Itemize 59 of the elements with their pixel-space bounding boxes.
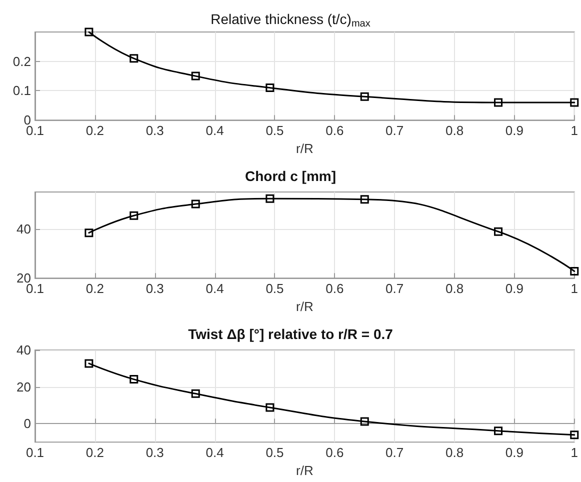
chart-title: Chord c [mm] <box>245 168 336 184</box>
point <box>191 389 200 398</box>
point <box>360 195 369 204</box>
point <box>266 194 274 203</box>
y-tick-label: 40 <box>16 342 31 358</box>
x-tick-label: 0.7 <box>386 445 404 460</box>
y-tick-label: 0.2 <box>12 54 31 69</box>
x-tick-label: 0.7 <box>386 123 404 138</box>
x-tick-label: 1 <box>570 445 578 460</box>
x-tick-label: 0.5 <box>266 445 284 460</box>
point <box>494 426 503 436</box>
x-tick-label: 0.3 <box>146 123 164 138</box>
point <box>130 54 138 63</box>
point <box>130 211 138 220</box>
x-tick-label: 1 <box>570 281 578 296</box>
x-axis-title: r/R <box>296 463 314 478</box>
x-tick-label: 0.5 <box>266 123 284 138</box>
x-tick-label: 0.2 <box>86 281 104 296</box>
point <box>191 72 200 80</box>
x-tick-label: 0.4 <box>206 123 224 138</box>
y-tick-label: 0 <box>24 416 31 432</box>
x-tick-label: 0.5 <box>266 281 284 296</box>
x-tick-label: 0.6 <box>326 445 344 460</box>
point <box>191 200 200 208</box>
point <box>570 98 579 107</box>
point <box>360 92 369 101</box>
point <box>494 98 503 107</box>
x-tick-label: 0.7 <box>386 281 404 296</box>
point <box>360 417 369 426</box>
y-tick-label: 40 <box>16 221 31 236</box>
x-tick-label: 1 <box>570 123 578 138</box>
point <box>494 227 503 236</box>
x-axis-title: r/R <box>296 141 314 156</box>
x-tick-label: 0.8 <box>445 445 464 460</box>
x-tick-label: 0.9 <box>505 445 524 460</box>
x-tick-label: 0.8 <box>445 123 464 138</box>
x-tick-label: 0.6 <box>326 123 344 138</box>
x-tick-label: 0.4 <box>206 281 224 296</box>
x-tick-label: 0.3 <box>146 445 164 460</box>
point <box>266 403 274 412</box>
point <box>84 228 94 238</box>
x-tick-label: 0.6 <box>326 281 344 296</box>
x-tick-label: 0.9 <box>505 281 524 296</box>
point <box>570 266 579 276</box>
chart-title: Twist Δβ [°] relative to r/R = 0.7 <box>188 326 394 342</box>
point <box>130 375 138 384</box>
point <box>266 84 274 92</box>
point <box>84 28 94 36</box>
point <box>570 430 579 440</box>
x-tick-label: 0.2 <box>86 123 104 138</box>
y-tick-label: 0.1 <box>12 83 31 98</box>
x-tick-label: 0.8 <box>445 281 464 296</box>
point <box>84 359 94 368</box>
x-tick-label: 0.3 <box>146 281 164 296</box>
x-tick-label: 0.4 <box>206 445 224 460</box>
x-tick-label: 0.9 <box>505 123 524 138</box>
x-tick-label: 0.2 <box>86 445 104 460</box>
x-axis-title: r/R <box>296 299 314 314</box>
y-tick-label: 20 <box>16 379 31 394</box>
